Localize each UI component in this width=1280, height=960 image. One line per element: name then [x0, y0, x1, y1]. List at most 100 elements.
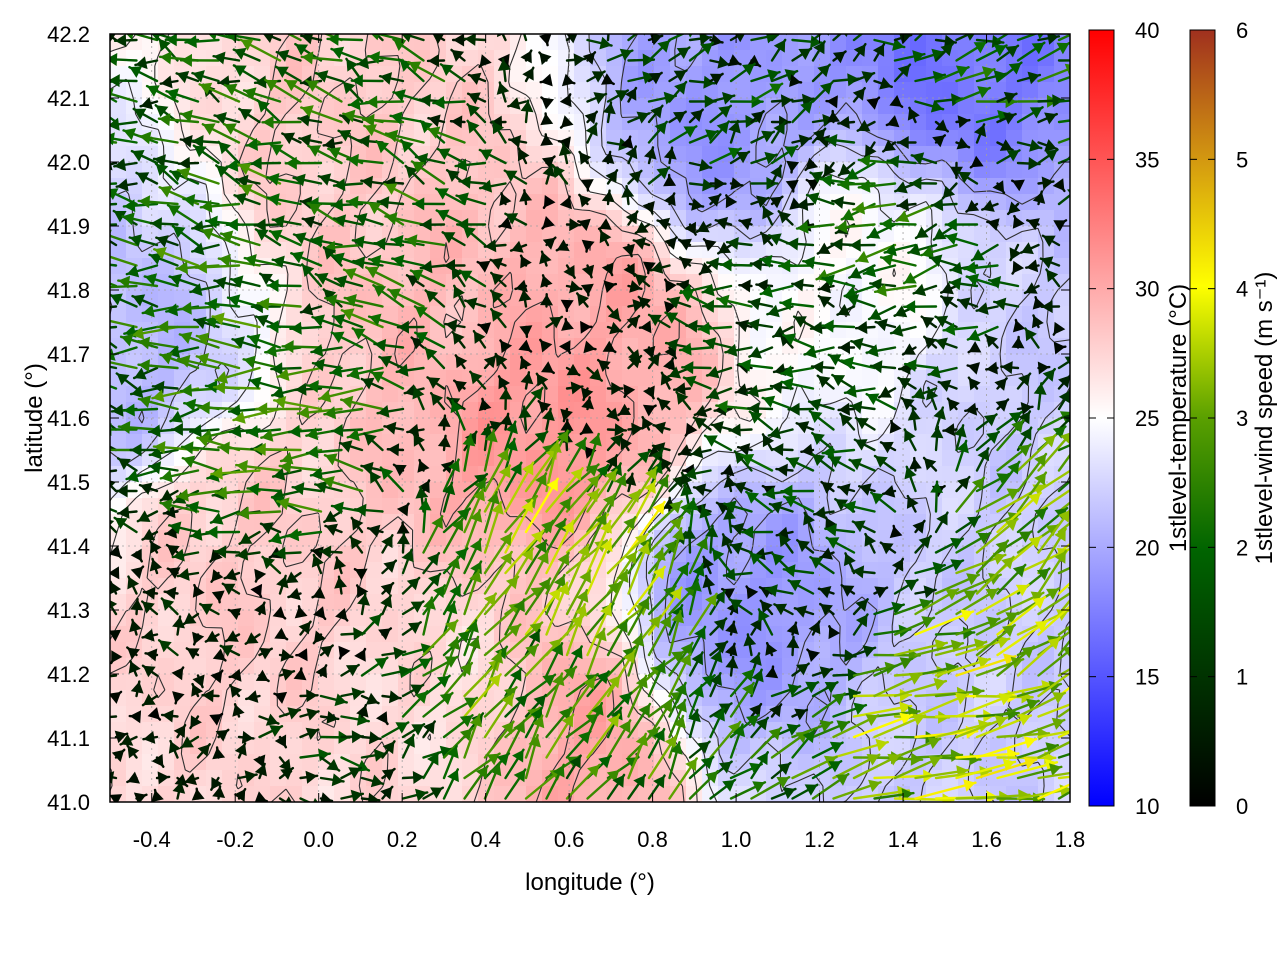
wind-vector-shaft: [110, 284, 138, 289]
temperature-cell: [302, 738, 319, 755]
temperature-cell: [894, 82, 911, 99]
temperature-cell: [286, 162, 303, 179]
temperature-cell: [478, 450, 495, 467]
temperature-cell: [270, 242, 287, 259]
wind-vector-shaft: [606, 34, 610, 42]
temperature-cell: [302, 578, 319, 595]
temperature-cell: [590, 290, 607, 307]
temperature-cell: [702, 354, 719, 371]
temperature-cell: [398, 786, 415, 802]
temperature-cell: [942, 354, 959, 371]
temperature-cell: [590, 322, 607, 339]
temperature-cell: [286, 690, 303, 707]
temperature-cell: [1038, 530, 1055, 547]
temperature-cell: [110, 98, 127, 115]
temperature-cell: [366, 450, 383, 467]
temperature-cell: [382, 322, 399, 339]
temperature-cell: [1038, 402, 1055, 419]
temperature-cell: [318, 322, 335, 339]
temperature-cell: [878, 66, 895, 83]
temperature-cell: [190, 290, 207, 307]
temperature-cell: [846, 130, 863, 147]
temperature-cell: [670, 402, 687, 419]
temperature-cell: [158, 562, 175, 579]
temperature-cell: [862, 370, 879, 387]
temperature-cell: [574, 354, 591, 371]
temperature-cell: [782, 354, 799, 371]
temperature-cell: [862, 210, 879, 227]
temperature-cell: [494, 226, 511, 243]
temperature-cell: [622, 466, 639, 483]
temperature-cell: [910, 82, 927, 99]
temperature-cell: [382, 610, 399, 627]
temperature-cell: [366, 546, 383, 563]
temperature-cell: [750, 514, 767, 531]
temperature-cell: [926, 434, 943, 451]
temperature-cell: [302, 322, 319, 339]
temperature-cell: [862, 162, 879, 179]
wind-vector-head: [1073, 150, 1086, 162]
temperature-cell: [206, 498, 223, 515]
temperature-cell: [510, 386, 527, 403]
temperature-cell: [190, 466, 207, 483]
temperature-cell: [222, 738, 239, 755]
temperature-cell: [1054, 290, 1070, 307]
temperature-cell: [606, 114, 623, 131]
temperature-cell: [862, 402, 879, 419]
temperature-cell: [782, 514, 799, 531]
wind-vector-head: [85, 257, 97, 270]
temperature-cell: [670, 162, 687, 179]
temperature-cell: [414, 450, 431, 467]
temperature-cell: [910, 370, 927, 387]
wind-vector-head: [97, 444, 108, 457]
wind-vector-head: [99, 281, 110, 294]
temperature-cell: [702, 306, 719, 323]
temperature-cell: [430, 306, 447, 323]
temperature-cell: [254, 386, 271, 403]
temperature-cell: [606, 370, 623, 387]
temperature-cell: [574, 34, 591, 51]
temperature-cell: [846, 434, 863, 451]
temperature-cell: [462, 466, 479, 483]
temperature-cell: [558, 386, 575, 403]
temperature-cell: [1054, 82, 1070, 99]
temperature-cell: [222, 450, 239, 467]
temperature-cell: [430, 242, 447, 259]
temperature-cell: [462, 402, 479, 419]
temperature-cell: [478, 98, 495, 115]
temperature-cell: [798, 370, 815, 387]
temperature-cell: [542, 562, 559, 579]
temperature-cell: [830, 386, 847, 403]
temperature-cell: [814, 498, 831, 515]
wind-vector-head: [110, 398, 111, 399]
temperature-cell: [398, 242, 415, 259]
temperature-cell: [110, 338, 127, 355]
temperature-cell: [894, 514, 911, 531]
temperature-cell: [542, 370, 559, 387]
temperature-cell: [798, 66, 815, 83]
temperature-cell: [718, 34, 735, 51]
temperature-cell: [958, 466, 975, 483]
temperature-cell: [158, 658, 175, 675]
temperature-cell: [926, 274, 943, 291]
temperature-cell: [638, 434, 655, 451]
wind-vector-head: [517, 20, 529, 32]
temperature-cell: [190, 658, 207, 675]
temperature-cell: [526, 354, 543, 371]
temperature-cell: [430, 226, 447, 243]
temperature-cell: [238, 498, 255, 515]
temperature-cell: [830, 82, 847, 99]
temperature-cell: [862, 450, 879, 467]
temperature-cell: [766, 354, 783, 371]
temperature-cell: [1022, 386, 1039, 403]
temperature-cell: [958, 98, 975, 115]
temperature-cell: [318, 178, 335, 195]
temperature-cell: [622, 98, 639, 115]
temperature-cell: [158, 690, 175, 707]
temperature-cell: [862, 674, 879, 691]
temperature-cell: [1054, 162, 1070, 179]
temperature-cell: [718, 322, 735, 339]
temperature-cell: [1054, 226, 1070, 243]
temperature-cell: [302, 498, 319, 515]
